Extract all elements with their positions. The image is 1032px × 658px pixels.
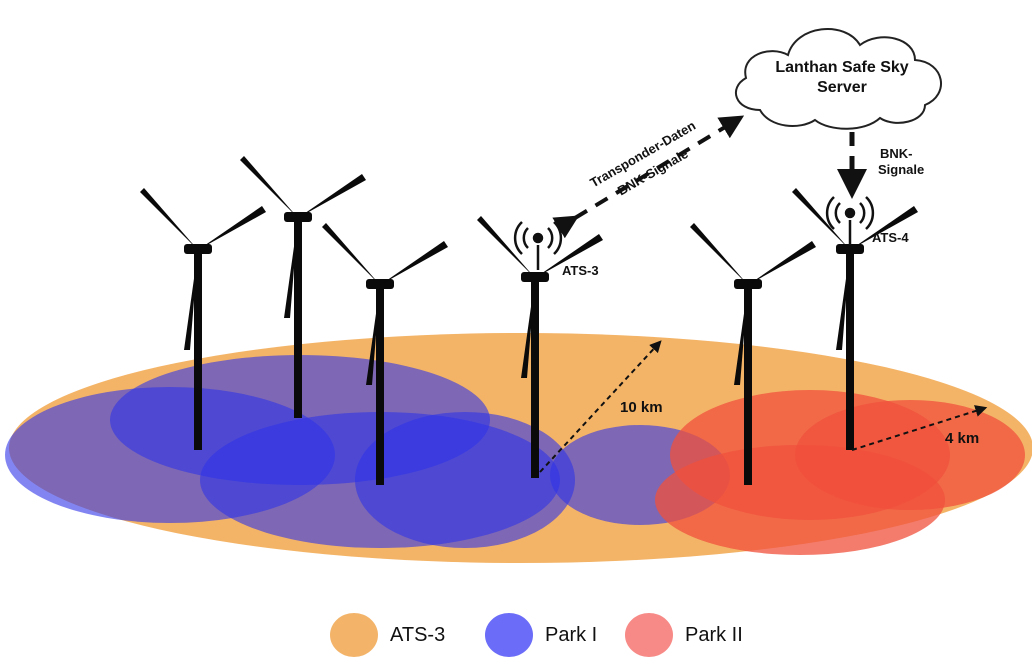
bnk-label-line1: BNK- <box>880 146 913 161</box>
legend-label-park2: Park II <box>685 623 743 646</box>
legend-label-park1: Park I <box>545 623 598 646</box>
ats3-label: ATS-3 <box>562 263 599 278</box>
cloud-icon <box>735 28 942 130</box>
wind-park-diagram: Lanthan Safe Sky Server Transponder-Date… <box>5 28 1032 563</box>
cloud-title-line1: Lanthan Safe Sky <box>775 59 908 76</box>
park2-coverage-areas <box>655 390 1025 555</box>
legend-item-park1: Park I <box>485 612 597 658</box>
ats3-range-arrow <box>539 340 662 473</box>
legend-swatch-ats3 <box>330 613 378 657</box>
transponder-arrow <box>552 115 745 239</box>
legend-label-ats3: ATS-3 <box>390 623 446 646</box>
ats3-range-label: 10 km <box>620 399 663 416</box>
legend-swatch-park1 <box>485 613 533 657</box>
legend-swatch-park2 <box>625 613 673 657</box>
bnk-label-line2: Signale <box>878 162 924 177</box>
ats4-antenna-icon <box>825 196 875 245</box>
ats3-antenna-icon <box>513 221 563 270</box>
legend-item-park2: Park II <box>625 612 743 658</box>
ats4-label: ATS-4 <box>872 230 909 245</box>
legend: ATS-3 Park I Park II <box>0 612 1032 658</box>
legend-item-ats3: ATS-3 <box>330 612 445 658</box>
cloud-title-line2: Server <box>817 79 867 96</box>
ats4-range-label: 4 km <box>945 430 979 447</box>
